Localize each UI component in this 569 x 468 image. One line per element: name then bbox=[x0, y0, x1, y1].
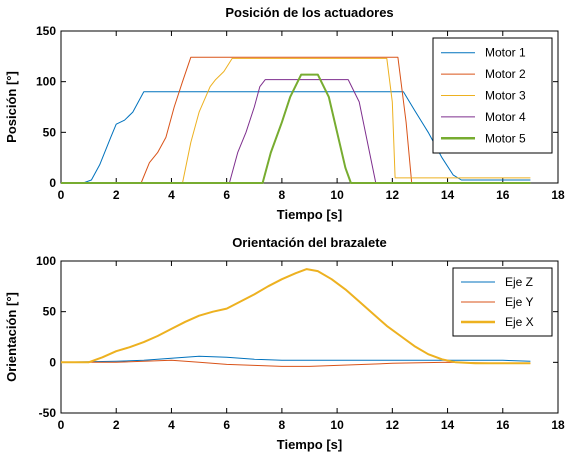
x-tick-label: 0 bbox=[58, 418, 65, 432]
y-tick-label: 0 bbox=[49, 355, 56, 369]
series-line-motor-5 bbox=[61, 73, 531, 184]
y-tick-label: 100 bbox=[36, 254, 56, 268]
y-tick-label: 0 bbox=[49, 176, 56, 190]
y-tick-label: -50 bbox=[39, 406, 57, 420]
x-tick-label: 18 bbox=[551, 188, 565, 202]
x-tick-label: 6 bbox=[223, 418, 230, 432]
y-axis-label: Posición [°] bbox=[4, 71, 19, 143]
x-tick-label: 16 bbox=[496, 188, 510, 202]
x-tick-label: 18 bbox=[551, 418, 565, 432]
series-line-motor-2 bbox=[61, 56, 531, 184]
x-axis-label: Tiempo [s] bbox=[277, 207, 343, 222]
x-tick-label: 4 bbox=[168, 188, 175, 202]
series-line-motor-1 bbox=[61, 91, 531, 184]
chart-title: Posición de los actuadores bbox=[225, 5, 393, 20]
x-tick-label: 8 bbox=[279, 418, 286, 432]
x-tick-label: 10 bbox=[330, 188, 344, 202]
x-tick-label: 4 bbox=[168, 418, 175, 432]
y-tick-label: 150 bbox=[36, 24, 56, 38]
x-tick-label: 14 bbox=[441, 188, 455, 202]
legend-entry: Motor 2 bbox=[485, 67, 526, 81]
y-tick-label: 50 bbox=[43, 305, 57, 319]
legend-entry: Motor 5 bbox=[485, 131, 526, 145]
x-tick-label: 8 bbox=[279, 188, 286, 202]
x-tick-label: 0 bbox=[58, 188, 65, 202]
x-tick-label: 10 bbox=[330, 418, 344, 432]
x-tick-label: 6 bbox=[223, 188, 230, 202]
x-tick-label: 14 bbox=[441, 418, 455, 432]
legend-entry: Motor 1 bbox=[485, 46, 526, 60]
series-line-eje-y bbox=[61, 359, 531, 367]
series-line-motor-4 bbox=[61, 79, 531, 184]
x-tick-label: 2 bbox=[113, 188, 120, 202]
x-tick-label: 12 bbox=[386, 418, 400, 432]
y-axis-label: Orientación [°] bbox=[4, 292, 19, 382]
x-tick-label: 16 bbox=[496, 418, 510, 432]
x-tick-label: 12 bbox=[386, 188, 400, 202]
legend: Eje Z Eje Y Eje X bbox=[452, 267, 553, 337]
legend-entry: Motor 3 bbox=[485, 89, 526, 103]
legend-entry: Eje X bbox=[505, 315, 534, 329]
x-tick-label: 2 bbox=[113, 418, 120, 432]
legend-entry: Eje Z bbox=[505, 275, 533, 289]
legend-entry: Eje Y bbox=[505, 295, 533, 309]
chart-title: Orientación del brazalete bbox=[232, 235, 387, 250]
series-line-motor-3 bbox=[61, 57, 531, 184]
y-tick-label: 100 bbox=[36, 75, 56, 89]
x-axis-label: Tiempo [s] bbox=[277, 437, 343, 452]
y-tick-label: 50 bbox=[43, 125, 57, 139]
legend: Motor 1 Motor 2 Motor 3 Motor 4 Motor 5 bbox=[432, 37, 553, 154]
series-line-eje-x bbox=[61, 268, 531, 365]
subplot-1: 0 2 4 6 8 10 12 14 16 18 0 50 100 150 Posición de los … bbox=[4, 5, 565, 222]
legend-entry: Motor 4 bbox=[485, 110, 526, 124]
